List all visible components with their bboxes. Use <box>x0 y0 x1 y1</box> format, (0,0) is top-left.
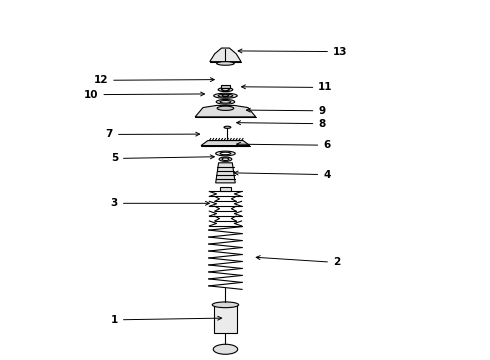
Ellipse shape <box>213 344 238 354</box>
Text: 6: 6 <box>237 140 330 150</box>
Ellipse shape <box>212 302 239 308</box>
Ellipse shape <box>219 157 232 161</box>
Text: 9: 9 <box>246 106 325 116</box>
Ellipse shape <box>221 89 229 91</box>
Ellipse shape <box>217 106 234 111</box>
Text: 5: 5 <box>111 153 214 163</box>
Ellipse shape <box>218 87 233 91</box>
Bar <box>220 85 230 88</box>
Text: 10: 10 <box>84 90 204 100</box>
Ellipse shape <box>220 152 231 155</box>
Text: 2: 2 <box>256 256 340 267</box>
Ellipse shape <box>216 99 235 104</box>
Polygon shape <box>216 163 235 183</box>
Ellipse shape <box>214 93 237 98</box>
Ellipse shape <box>222 158 229 161</box>
Polygon shape <box>210 48 241 62</box>
Text: 13: 13 <box>238 46 347 57</box>
Ellipse shape <box>217 62 234 65</box>
Text: 12: 12 <box>94 75 214 85</box>
Text: 4: 4 <box>234 170 331 180</box>
Text: 1: 1 <box>111 315 221 325</box>
Text: 3: 3 <box>111 198 209 208</box>
Text: 7: 7 <box>106 130 199 139</box>
Polygon shape <box>201 140 250 145</box>
Ellipse shape <box>222 95 229 96</box>
Text: 8: 8 <box>237 119 325 129</box>
Ellipse shape <box>218 94 233 97</box>
Bar <box>214 305 237 333</box>
Bar <box>220 187 231 192</box>
Polygon shape <box>195 105 256 117</box>
Ellipse shape <box>224 126 231 129</box>
Ellipse shape <box>220 100 231 103</box>
Text: 11: 11 <box>242 82 333 93</box>
Ellipse shape <box>216 151 235 156</box>
